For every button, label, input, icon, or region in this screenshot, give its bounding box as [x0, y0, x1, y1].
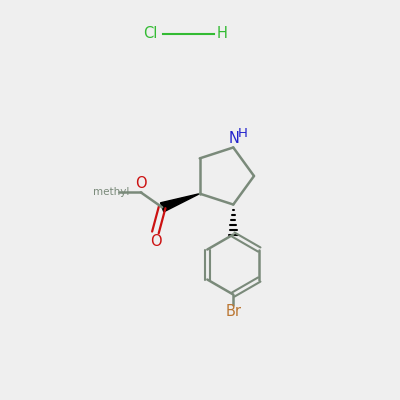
Polygon shape — [160, 194, 200, 212]
Text: N: N — [229, 131, 240, 146]
Text: O: O — [150, 234, 162, 249]
Text: O: O — [135, 176, 146, 191]
Text: H: H — [216, 26, 228, 42]
Text: Cl: Cl — [143, 26, 157, 42]
Text: H: H — [238, 127, 248, 140]
Text: Br: Br — [225, 304, 241, 319]
Text: methyl: methyl — [94, 187, 130, 197]
